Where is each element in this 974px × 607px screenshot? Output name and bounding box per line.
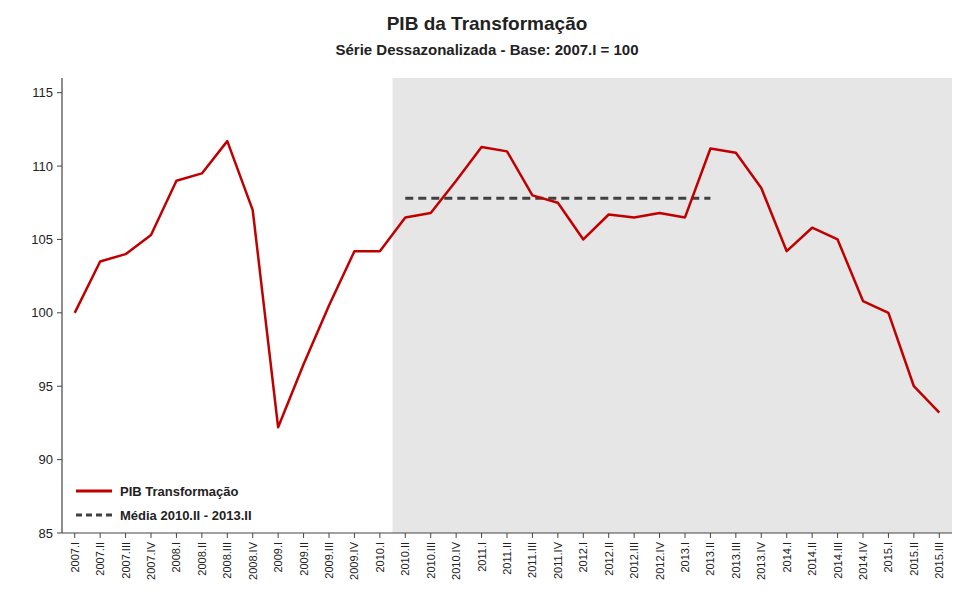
x-tick-label: 2009.II (298, 542, 310, 576)
data-line (75, 141, 940, 427)
x-tick (456, 533, 457, 538)
mean-line (405, 197, 710, 200)
x-tick (507, 533, 508, 538)
x-tick (278, 533, 279, 538)
x-tick-label: 2009.III (323, 542, 335, 579)
x-tick (913, 533, 914, 538)
x-tick (303, 533, 304, 538)
x-tick (583, 533, 584, 538)
x-tick-label: 2015.III (933, 542, 945, 579)
x-tick (812, 533, 813, 538)
x-tick (100, 533, 101, 538)
x-tick (888, 533, 889, 538)
x-tick (354, 533, 355, 538)
x-tick (405, 533, 406, 538)
x-tick-label: 2013.IV (755, 541, 767, 580)
shaded-period (393, 78, 952, 533)
x-tick-label: 2008.I (170, 542, 182, 573)
x-tick-label: 2013.I (679, 542, 691, 573)
y-tick (57, 239, 62, 240)
x-tick (227, 533, 228, 538)
x-tick (659, 533, 660, 538)
x-tick-label: 2008.III (221, 542, 233, 579)
x-tick-label: 2011.III (526, 542, 538, 578)
x-tick-label: 2015.II (908, 542, 920, 576)
y-tick (57, 312, 62, 313)
x-tick (608, 533, 609, 538)
x-tick-label: 2013.III (730, 542, 742, 579)
x-tick (329, 533, 330, 538)
x-tick-label: 2014.II (806, 542, 818, 576)
legend-label: Média 2010.II - 2013.II (120, 508, 252, 523)
x-tick (837, 533, 838, 538)
x-tick (863, 533, 864, 538)
subtitle: Série Dessazonalizada - Base: 2007.I = 1… (335, 41, 638, 58)
y-tick-label: 90 (39, 452, 53, 467)
y-tick (57, 533, 62, 534)
chart: PIB da Transformação Série Dessazonalizad… (0, 0, 974, 607)
x-tick-label: 2011.I (476, 542, 488, 572)
x-tick-label: 2014.IV (857, 541, 869, 580)
y-tick-label: 115 (32, 85, 53, 100)
y-axis-line (61, 78, 62, 533)
x-tick-label: 2008.IV (247, 541, 259, 580)
x-tick (481, 533, 482, 538)
x-tick-label: 2010.III (425, 542, 437, 579)
y-tick (57, 459, 62, 460)
y-tick-label: 85 (39, 526, 53, 541)
x-tick (735, 533, 736, 538)
x-tick (532, 533, 533, 538)
x-tick-label: 2007.III (120, 542, 132, 579)
x-tick-label: 2010.I (374, 542, 386, 573)
legend-label: PIB Transformação (120, 484, 239, 499)
y-tick (57, 92, 62, 93)
x-tick-label: 2012.II (603, 542, 615, 576)
chart-container: PIB da Transformação Série Dessazonalizad… (0, 0, 974, 607)
x-tick (252, 533, 253, 538)
plot-area (75, 141, 940, 427)
x-tick (634, 533, 635, 538)
y-tick-label: 100 (31, 305, 53, 320)
x-tick-label: 2010.II (399, 542, 411, 576)
x-tick-label: 2014.III (832, 542, 844, 579)
legend-swatch (76, 514, 112, 517)
x-tick (939, 533, 940, 538)
y-tick-label: 105 (31, 232, 53, 247)
y-tick (57, 386, 62, 387)
x-tick (710, 533, 711, 538)
x-tick-label: 2012.III (628, 542, 640, 579)
x-tick (125, 533, 126, 538)
legend: PIB Transformação Média 2010.II - 2013.II (76, 484, 252, 523)
x-tick (151, 533, 152, 538)
x-tick-label: 2015.I (882, 542, 894, 573)
legend-swatch (76, 490, 112, 493)
x-tick-label: 2012.I (577, 542, 589, 573)
x-tick-label: 2007.IV (145, 541, 157, 580)
y-tick-label: 95 (39, 379, 53, 394)
x-tick (685, 533, 686, 538)
x-tick (761, 533, 762, 538)
x-tick-label: 2011.IV (552, 541, 564, 579)
x-tick-label: 2012.IV (654, 541, 666, 580)
x-tick-label: 2013.II (704, 542, 716, 576)
x-tick (176, 533, 177, 538)
x-tick (786, 533, 787, 538)
x-tick-label: 2007.II (94, 542, 106, 576)
x-tick-label: 2014.I (781, 542, 793, 573)
y-tick (57, 166, 62, 167)
x-tick-label: 2011.II (501, 542, 513, 575)
x-tick (74, 533, 75, 538)
x-tick (201, 533, 202, 538)
x-tick-label: 2010.IV (450, 541, 462, 580)
y-tick-label: 110 (32, 159, 53, 174)
x-tick (557, 533, 558, 538)
x-tick-label: 2007.I (69, 542, 81, 573)
title: PIB da Transformação (387, 13, 588, 34)
x-tick (430, 533, 431, 538)
x-tick-label: 2009.I (272, 542, 284, 573)
x-tick (379, 533, 380, 538)
x-tick-label: 2008.II (196, 542, 208, 576)
x-tick-label: 2009.IV (348, 541, 360, 580)
